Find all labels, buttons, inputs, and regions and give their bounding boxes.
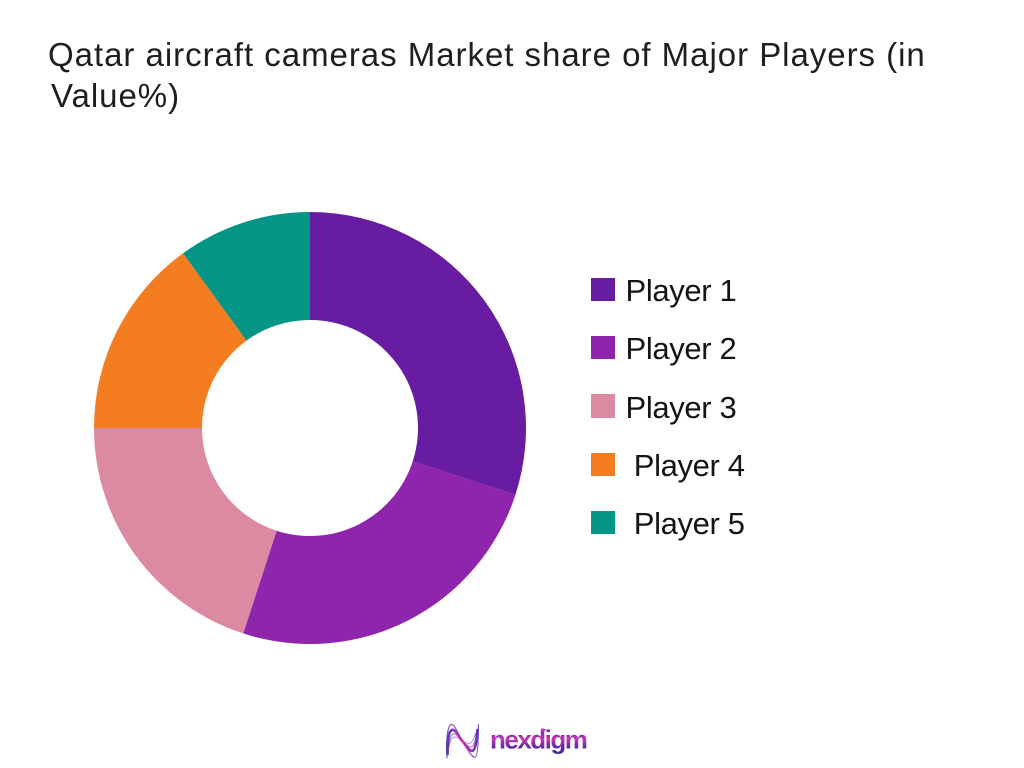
svg-text:nexdigm: nexdigm <box>490 725 587 755</box>
